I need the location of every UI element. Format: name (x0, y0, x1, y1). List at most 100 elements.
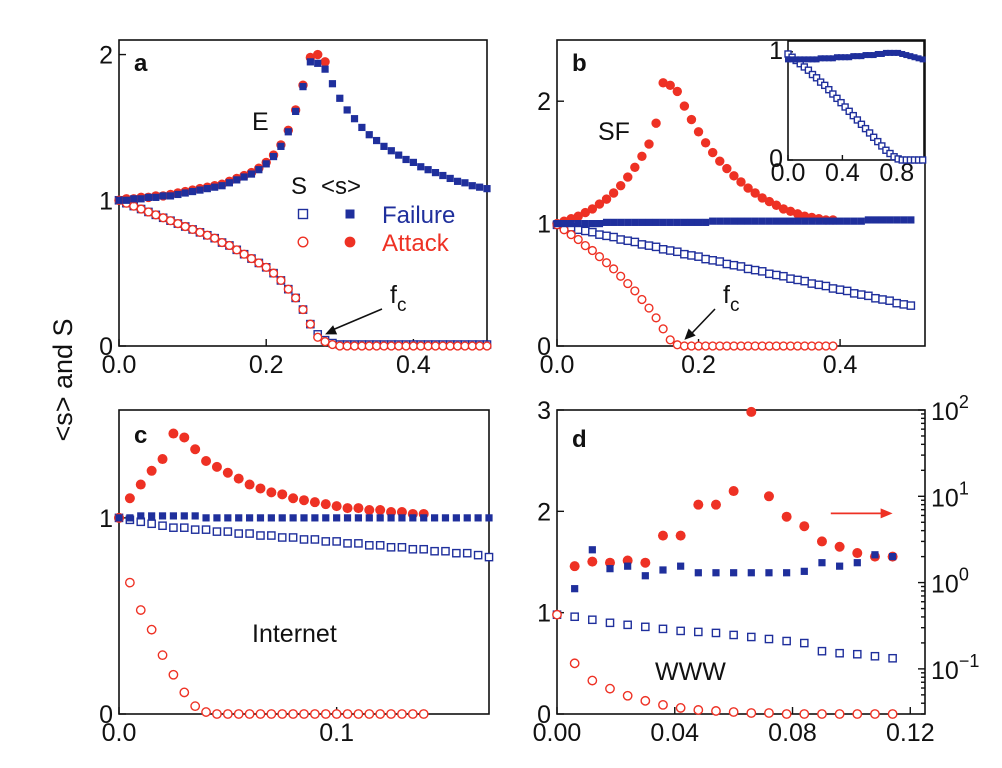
data-point (700, 138, 711, 148)
data-point (657, 530, 668, 541)
data-point (853, 116, 862, 124)
data-point (673, 247, 682, 257)
y-tick-label: 2 (537, 498, 551, 526)
data-point (452, 514, 460, 522)
data-point (640, 557, 651, 568)
inset: 0.0 0.4 0.801 (769, 37, 927, 187)
data-point (320, 709, 331, 719)
legend-header-s: S (291, 173, 307, 200)
data-point (609, 264, 619, 274)
data-point (637, 240, 647, 249)
data-point (266, 487, 277, 498)
data-point (857, 290, 866, 299)
data-point (445, 341, 455, 351)
data-point (729, 171, 739, 181)
data-point (771, 200, 782, 210)
data-point (666, 218, 674, 226)
data-point (658, 324, 668, 334)
data-point (793, 56, 800, 63)
data-point (711, 706, 721, 716)
data-point (864, 216, 872, 224)
data-point (630, 162, 640, 172)
data-point (886, 216, 894, 224)
data-point (899, 50, 906, 57)
data-point (595, 230, 604, 239)
data-point (680, 249, 689, 259)
data-point (288, 493, 299, 504)
data-point (313, 332, 323, 342)
data-point (299, 495, 309, 506)
x-tick-label: 0.0 (102, 719, 137, 747)
legend-label-attack: Attack (382, 230, 450, 257)
data-point (915, 55, 922, 62)
data-point (397, 542, 407, 552)
data-point (817, 709, 827, 719)
data-point (595, 220, 604, 228)
data-point (716, 217, 724, 225)
inset-x-tick-label: 0.0 (771, 159, 806, 187)
data-point (736, 177, 746, 187)
data-point (623, 620, 632, 630)
data-point (277, 709, 288, 719)
y2-tick-label: 102 (931, 392, 969, 426)
data-point (675, 530, 686, 541)
data-point (799, 709, 810, 719)
fc-subscript: c (397, 295, 407, 316)
data-point (878, 142, 886, 150)
data-point (158, 512, 167, 520)
data-point (665, 335, 675, 345)
data-point (420, 514, 428, 522)
data-point (610, 218, 618, 226)
data-point (899, 300, 909, 309)
data-point (637, 294, 647, 305)
data-point (567, 220, 575, 228)
data-point (651, 313, 661, 323)
data-point (617, 218, 625, 226)
y-tick-label: 1 (537, 211, 551, 239)
data-point (817, 646, 827, 656)
data-point (833, 94, 841, 103)
shared-y-axis-label: <s> and S (48, 318, 78, 441)
y-tick-label: 2 (99, 42, 113, 70)
data-point (841, 103, 849, 111)
data-point (446, 174, 454, 183)
data-point (711, 628, 721, 638)
data-point (712, 569, 720, 577)
y2-tick-exponent: −1 (959, 651, 980, 671)
data-point (159, 192, 167, 200)
data-point (571, 585, 579, 593)
data-point (857, 120, 866, 129)
data-point (874, 137, 882, 146)
data-point (320, 57, 330, 67)
data-point (694, 252, 703, 261)
data-point (375, 709, 386, 719)
data-point (174, 190, 182, 199)
data-point (729, 630, 738, 640)
data-point (233, 473, 244, 484)
data-point (115, 514, 123, 522)
data-point (687, 251, 696, 260)
data-point (852, 548, 863, 559)
data-point (794, 217, 802, 225)
series-mean-s-failure (115, 58, 491, 204)
data-point (874, 50, 881, 57)
data-point (157, 650, 168, 661)
data-point (622, 690, 633, 701)
data-point (402, 155, 410, 164)
data-point (871, 216, 880, 224)
data-point (822, 217, 830, 225)
data-point (862, 52, 869, 59)
y-tick-label: 1 (99, 505, 113, 533)
data-point (842, 54, 849, 61)
data-point (817, 55, 824, 62)
data-point (694, 218, 703, 226)
data-point (878, 295, 887, 304)
data-point (888, 653, 897, 663)
plot-frame (556, 409, 926, 715)
data-point (387, 147, 395, 155)
series-s-failure (552, 610, 897, 663)
data-point (358, 123, 366, 132)
data-point (262, 160, 270, 168)
data-point (439, 171, 447, 180)
